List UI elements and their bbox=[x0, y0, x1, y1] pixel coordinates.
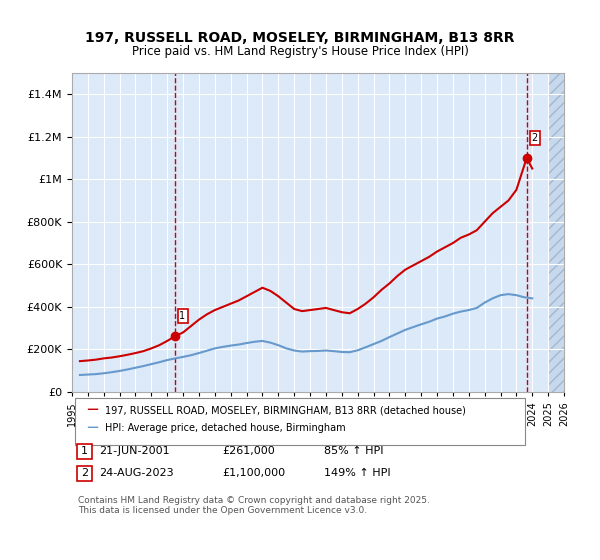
Bar bbox=[548, 73, 564, 392]
Text: 197, RUSSELL ROAD, MOSELEY, BIRMINGHAM, B13 8RR (detached house): 197, RUSSELL ROAD, MOSELEY, BIRMINGHAM, … bbox=[105, 405, 466, 416]
Text: £1,100,000: £1,100,000 bbox=[222, 468, 285, 478]
Text: 2: 2 bbox=[532, 133, 538, 143]
Text: ─: ─ bbox=[87, 419, 97, 437]
Text: 1: 1 bbox=[81, 446, 88, 456]
Text: £261,000: £261,000 bbox=[222, 446, 275, 456]
Text: 197, RUSSELL ROAD, MOSELEY, BIRMINGHAM, B13 8RR: 197, RUSSELL ROAD, MOSELEY, BIRMINGHAM, … bbox=[85, 31, 515, 45]
Text: Contains HM Land Registry data © Crown copyright and database right 2025.
This d: Contains HM Land Registry data © Crown c… bbox=[78, 496, 430, 515]
Text: Price paid vs. HM Land Registry's House Price Index (HPI): Price paid vs. HM Land Registry's House … bbox=[131, 45, 469, 58]
Text: 85% ↑ HPI: 85% ↑ HPI bbox=[324, 446, 383, 456]
Text: HPI: Average price, detached house, Birmingham: HPI: Average price, detached house, Birm… bbox=[105, 423, 346, 433]
Text: 21-JUN-2001: 21-JUN-2001 bbox=[99, 446, 170, 456]
Text: 2: 2 bbox=[81, 468, 88, 478]
Bar bbox=[548, 73, 564, 392]
Text: 24-AUG-2023: 24-AUG-2023 bbox=[99, 468, 173, 478]
Text: ─: ─ bbox=[87, 402, 97, 419]
Text: 1: 1 bbox=[179, 311, 185, 321]
Text: 149% ↑ HPI: 149% ↑ HPI bbox=[324, 468, 391, 478]
